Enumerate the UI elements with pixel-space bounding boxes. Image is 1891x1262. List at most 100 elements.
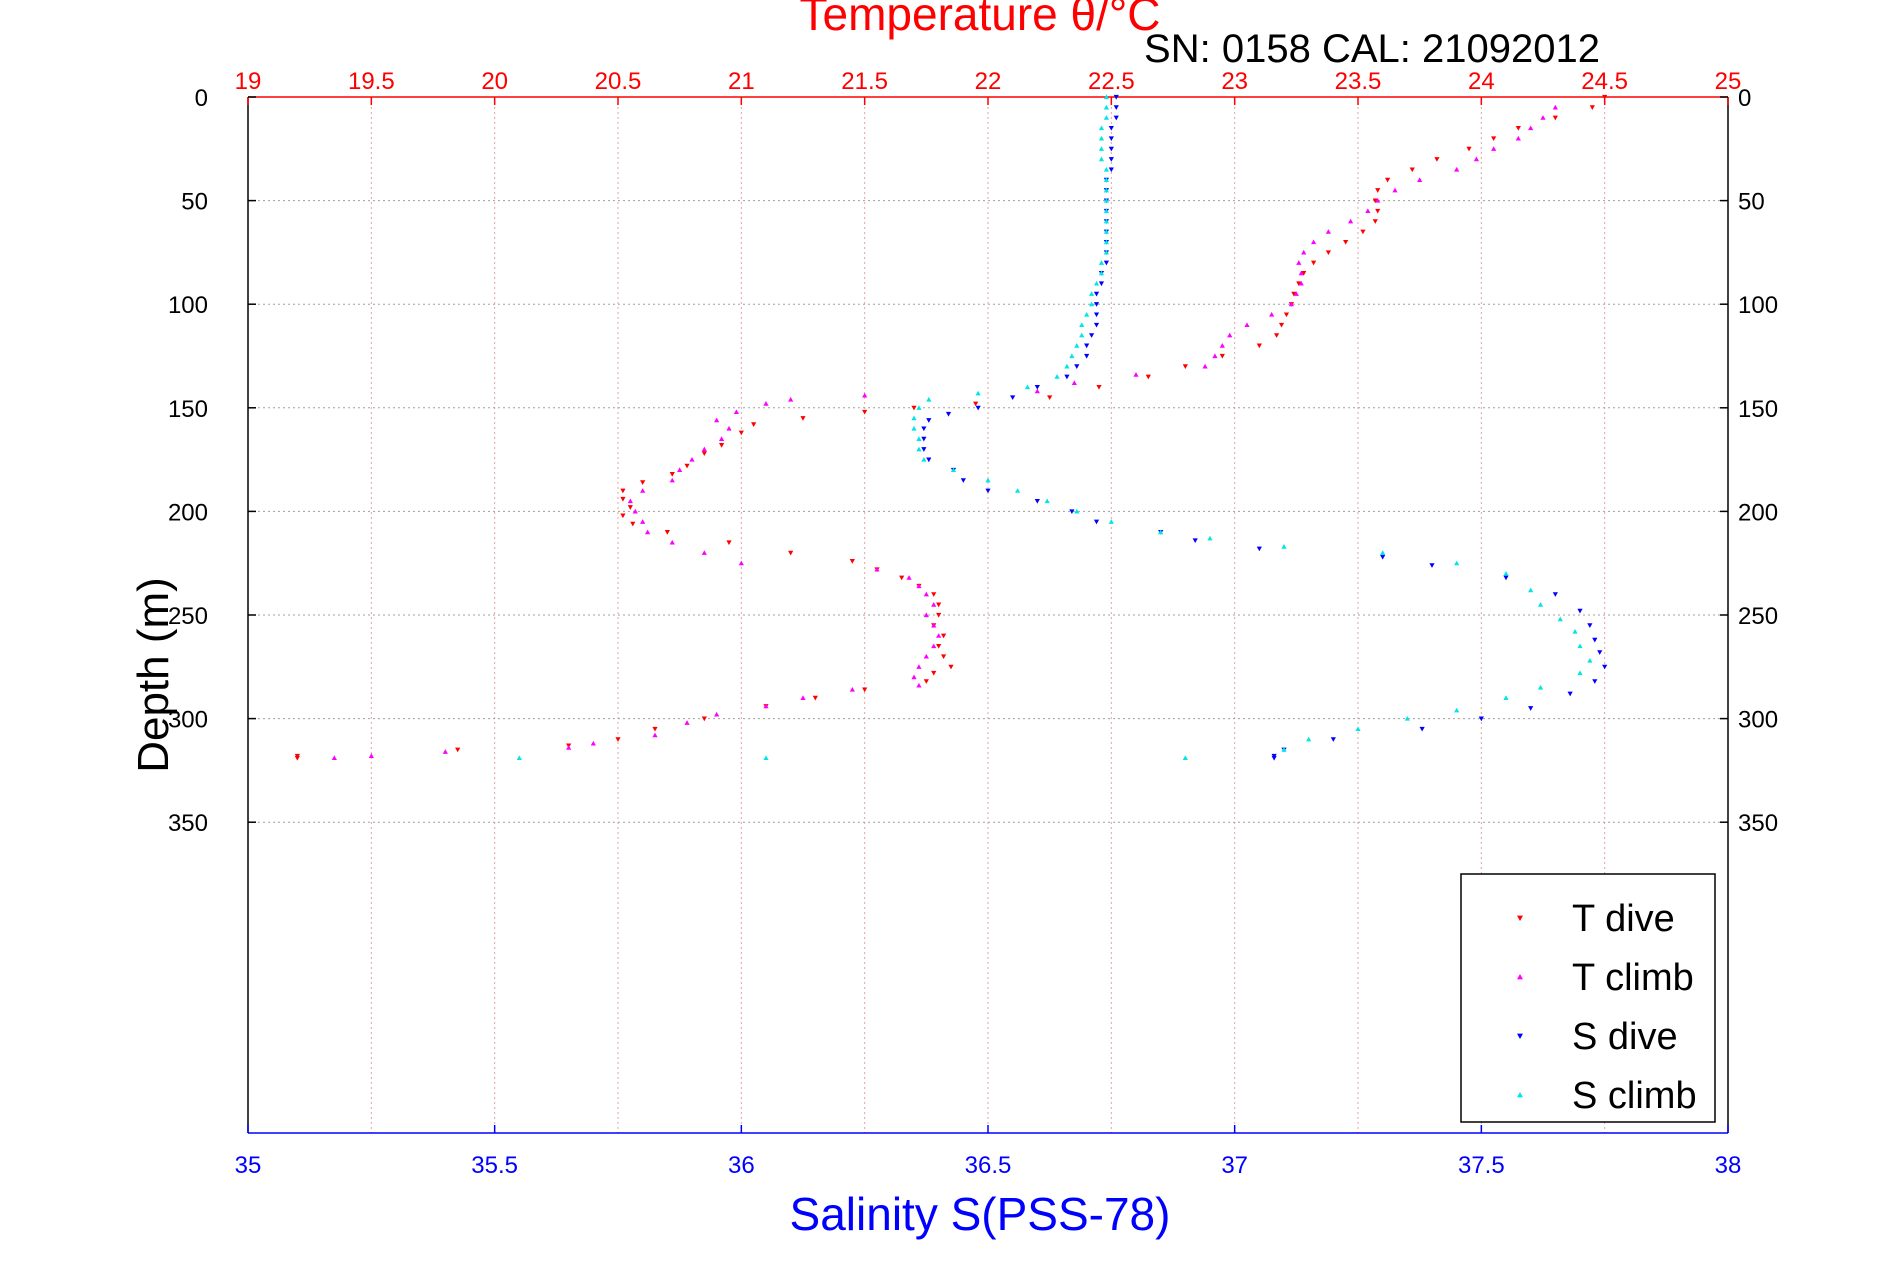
s-climb-point [1103, 239, 1109, 245]
left-tick-label: 350 [168, 810, 208, 837]
s-dive-point [1528, 706, 1534, 711]
t-dive-point [664, 530, 670, 535]
right-tick-label: 350 [1738, 810, 1778, 837]
s-dive-point [1084, 353, 1090, 359]
s-dive-point [945, 411, 952, 417]
s-climb-point [516, 755, 522, 761]
s-climb-point [1557, 616, 1563, 622]
t-climb-point [1348, 218, 1354, 224]
s-dive-point [1069, 509, 1075, 514]
s-climb-point [911, 415, 917, 421]
t-dive-point [1219, 353, 1225, 359]
t-dive-point [1589, 105, 1595, 110]
s-climb-point [1108, 519, 1114, 524]
s-dive-point [1093, 312, 1100, 318]
legend-marker-s-dive [1517, 1033, 1523, 1039]
s-dive-point [1084, 343, 1090, 349]
s-dive-point [1597, 650, 1603, 655]
t-climb-point [1417, 177, 1423, 182]
t-climb-point [652, 732, 658, 738]
s-climb-point [1404, 716, 1410, 721]
t-climb-point [1552, 104, 1558, 110]
left-tick-label: 0 [195, 85, 208, 112]
s-climb-point [1380, 550, 1386, 555]
t-climb-point [645, 529, 651, 535]
t-dive-point [620, 488, 626, 494]
t-dive-point [911, 405, 917, 411]
s-climb-point [921, 457, 927, 462]
t-climb-point [590, 740, 596, 746]
s-climb-point [1074, 508, 1080, 514]
s-climb-point [1093, 280, 1100, 286]
bottom-tick-label: 35.5 [471, 1152, 518, 1179]
t-climb-point [1375, 198, 1381, 203]
t-climb-point [906, 575, 912, 580]
t-dive-point [1552, 115, 1558, 121]
top-tick-label: 20 [481, 68, 508, 95]
t-dive-point [899, 575, 905, 581]
s-climb-point [1089, 301, 1095, 307]
s-dive-point [926, 418, 932, 423]
legend-marker-s-climb [1517, 1092, 1523, 1098]
s-dive-point [1093, 291, 1100, 297]
t-climb-point [1227, 332, 1233, 338]
t-climb-point [1365, 208, 1371, 214]
s-dive-point [1089, 333, 1095, 338]
s-climb-point [1503, 695, 1509, 700]
t-climb-point [627, 498, 633, 504]
s-dive-point [1587, 623, 1593, 628]
s-dive-point [921, 436, 927, 442]
s-climb-point [1281, 544, 1287, 549]
s-dive-point [1108, 167, 1114, 173]
s-dive-point [921, 426, 927, 432]
t-climb-point [714, 711, 720, 717]
top-tick-label: 23 [1221, 68, 1248, 95]
top-tick-label: 22.5 [1088, 68, 1135, 95]
s-climb-point [1098, 260, 1105, 265]
s-climb-point [1454, 707, 1460, 713]
t-climb-point [1298, 270, 1304, 276]
t-climb-point [849, 686, 855, 692]
t-dive-point [630, 521, 636, 527]
t-climb-point [738, 560, 744, 566]
s-climb-point [1098, 156, 1105, 162]
t-dive-point [1434, 157, 1440, 162]
t-climb-point [788, 396, 794, 402]
s-dive-point [1093, 302, 1100, 307]
t-dive-point [719, 443, 725, 448]
t-dive-point [1182, 364, 1188, 369]
t-dive-point [1375, 188, 1381, 193]
s-dive-point [1577, 608, 1583, 614]
s-dive-point [1592, 679, 1598, 684]
ticks-layer: 19 19.5 20 20.5 21 21.5 22 22.5 23 23.5 24 24.5 250 0… [168, 68, 1778, 1179]
t-climb-point [714, 417, 720, 423]
t-dive-point [1343, 239, 1349, 245]
top-tick-label: 19 [235, 68, 262, 95]
s-climb-point [916, 405, 922, 410]
s-dive-point [1330, 737, 1336, 742]
t-dive-point [1466, 146, 1472, 152]
s-climb-point [911, 425, 917, 431]
t-dive-point [800, 416, 806, 421]
s-climb-point [1537, 684, 1544, 690]
s-dive-point [1113, 105, 1119, 110]
t-climb-point [701, 446, 707, 452]
t-dive-point [738, 430, 744, 436]
top-tick-label: 19.5 [348, 68, 395, 95]
s-climb-point [1537, 602, 1544, 607]
t-dive-point [931, 592, 937, 597]
t-dive-point [1047, 395, 1053, 401]
s-dive-point [1380, 554, 1386, 560]
s-dive-point [1098, 281, 1105, 287]
s-climb-point [985, 477, 991, 483]
t-climb-point [916, 664, 922, 669]
s-climb-point [1281, 747, 1287, 752]
top-tick-label: 21 [728, 68, 755, 95]
s-climb-point [1454, 560, 1460, 566]
t-climb-point [733, 409, 739, 415]
s-dive-point [1108, 157, 1114, 162]
left-tick-label: 250 [168, 603, 208, 630]
s-climb-point [1098, 125, 1105, 131]
s-climb-point [1098, 135, 1105, 141]
